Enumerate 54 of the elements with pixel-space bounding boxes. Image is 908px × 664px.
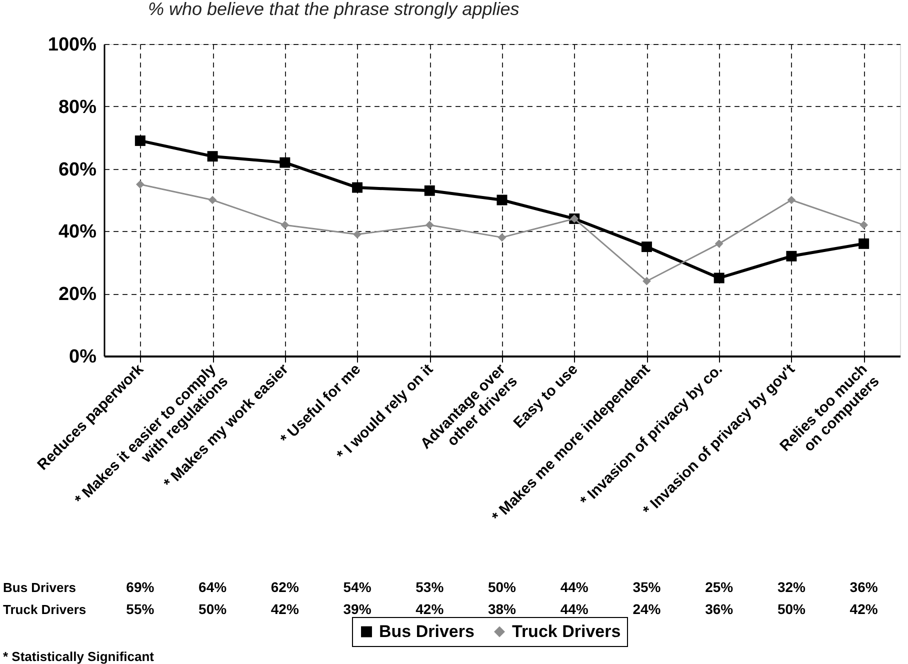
point bbox=[352, 182, 363, 193]
data-label: 50% bbox=[777, 601, 806, 617]
data-label: 62% bbox=[270, 579, 300, 595]
point bbox=[134, 135, 146, 146]
point bbox=[425, 220, 434, 230]
y-tick-label: 60% bbox=[58, 159, 97, 180]
data-label: 35% bbox=[632, 579, 662, 595]
point bbox=[787, 196, 796, 204]
data-label: 50% bbox=[198, 601, 228, 617]
data-label: 53% bbox=[416, 579, 444, 595]
text: Truck Drivers bbox=[3, 602, 86, 617]
y-tick-label: 0% bbox=[69, 346, 97, 368]
legend-label: Bus Drivers bbox=[379, 622, 474, 641]
data-label: 50% bbox=[488, 579, 517, 595]
point bbox=[280, 157, 290, 168]
point bbox=[642, 276, 651, 286]
point bbox=[353, 230, 362, 239]
text: Bus Drivers bbox=[3, 580, 76, 595]
point bbox=[860, 220, 868, 230]
data-label: 25% bbox=[705, 579, 734, 595]
y-tick-label: 20% bbox=[58, 284, 97, 306]
point bbox=[714, 272, 724, 284]
data-label: 24% bbox=[632, 601, 662, 617]
chart-title: % who believe that the phrase strongly applies bbox=[148, 0, 520, 19]
point bbox=[280, 220, 290, 230]
data-label: 55% bbox=[126, 601, 155, 617]
point bbox=[496, 194, 508, 206]
point bbox=[641, 242, 652, 252]
data-label: 39% bbox=[343, 601, 372, 617]
point bbox=[207, 151, 218, 162]
data-label: 38% bbox=[488, 601, 517, 617]
point bbox=[136, 180, 144, 189]
data-label: 36% bbox=[850, 579, 878, 595]
point bbox=[714, 239, 724, 248]
text: * Statistically Significant bbox=[3, 649, 155, 664]
data-label: 44% bbox=[560, 579, 589, 595]
y-tick-label: 80% bbox=[58, 96, 97, 118]
data-label: 42% bbox=[416, 601, 444, 617]
data-label: 42% bbox=[850, 601, 878, 617]
point bbox=[786, 250, 797, 262]
data-label: 54% bbox=[343, 579, 372, 595]
point bbox=[858, 238, 870, 249]
data-label: 69% bbox=[126, 579, 155, 595]
y-tick-label: 100% bbox=[48, 34, 97, 56]
data-label: 32% bbox=[777, 579, 806, 595]
point bbox=[424, 185, 435, 196]
y-tick-label: 40% bbox=[58, 222, 97, 243]
point bbox=[208, 196, 217, 204]
data-label: 64% bbox=[198, 579, 228, 595]
data-label: 42% bbox=[270, 601, 300, 617]
data-label: 44% bbox=[560, 601, 589, 617]
data-label: 36% bbox=[705, 601, 734, 617]
point bbox=[498, 233, 506, 242]
legend-label: Truck Drivers bbox=[512, 622, 621, 641]
